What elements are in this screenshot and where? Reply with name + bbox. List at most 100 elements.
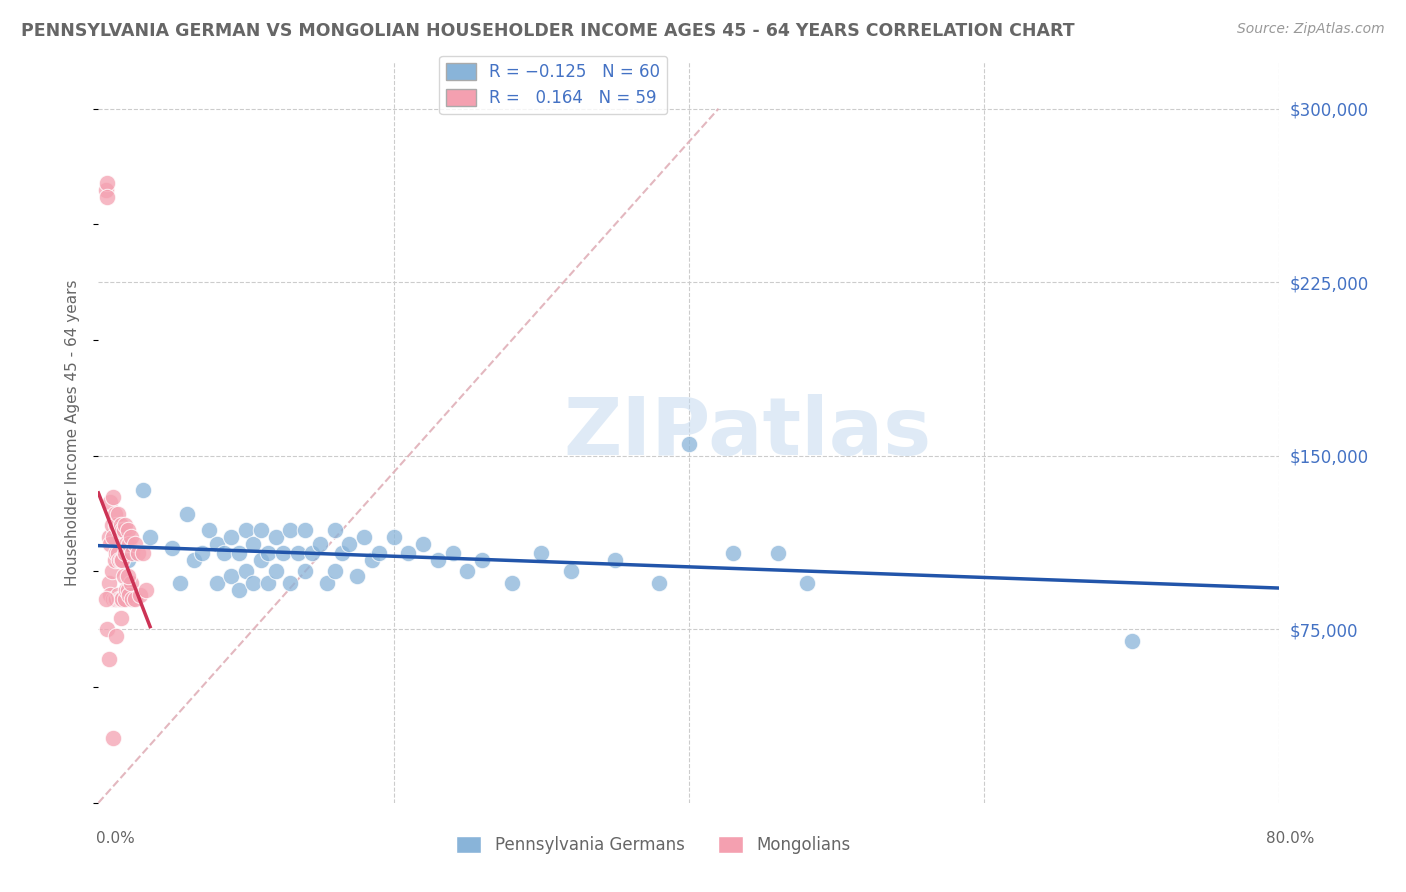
Point: [294, 565, 316, 579]
Point: [103, 530, 125, 544]
Point: [162, 541, 183, 556]
Point: [104, 553, 127, 567]
Point: [280, 523, 302, 537]
Point: [110, 592, 132, 607]
Point: [205, 576, 228, 591]
Text: 80.0%: 80.0%: [1267, 831, 1315, 846]
Point: [191, 546, 214, 560]
Point: [120, 576, 142, 591]
Point: [250, 523, 273, 537]
Point: [118, 536, 141, 550]
Point: [98, 536, 121, 550]
Point: [723, 546, 745, 560]
Point: [107, 507, 129, 521]
Point: [198, 523, 221, 537]
Point: [105, 546, 128, 560]
Point: [115, 536, 138, 550]
Point: [228, 546, 250, 560]
Point: [100, 518, 122, 533]
Point: [117, 523, 139, 537]
Point: [132, 546, 155, 560]
Point: [108, 523, 131, 537]
Point: [105, 518, 128, 533]
Point: [316, 576, 339, 591]
Point: [264, 530, 287, 544]
Point: [117, 582, 139, 597]
Point: [796, 576, 818, 591]
Point: [323, 523, 346, 537]
Point: [257, 546, 280, 560]
Point: [242, 576, 264, 591]
Text: 0.0%: 0.0%: [96, 831, 135, 846]
Point: [360, 553, 382, 567]
Point: [139, 530, 162, 544]
Point: [235, 523, 257, 537]
Point: [115, 582, 138, 597]
Point: [114, 546, 136, 560]
Point: [205, 536, 228, 550]
Text: Source: ZipAtlas.com: Source: ZipAtlas.com: [1237, 22, 1385, 37]
Point: [323, 565, 346, 579]
Point: [176, 507, 198, 521]
Text: ZIPatlas: ZIPatlas: [564, 393, 932, 472]
Point: [221, 569, 243, 583]
Point: [108, 592, 131, 607]
Point: [121, 592, 143, 607]
Point: [110, 553, 132, 567]
Point: [114, 518, 136, 533]
Point: [104, 592, 127, 607]
Point: [121, 546, 143, 560]
Point: [111, 553, 134, 567]
Point: [412, 536, 434, 550]
Point: [97, 652, 120, 666]
Point: [309, 536, 332, 550]
Point: [471, 553, 494, 567]
Point: [114, 592, 136, 607]
Point: [605, 553, 627, 567]
Point: [398, 546, 420, 560]
Point: [94, 183, 117, 197]
Point: [124, 536, 146, 550]
Point: [97, 530, 120, 544]
Point: [301, 546, 323, 560]
Point: [103, 731, 125, 745]
Point: [457, 565, 479, 579]
Point: [97, 576, 120, 591]
Point: [353, 530, 375, 544]
Point: [105, 629, 128, 643]
Point: [98, 588, 121, 602]
Point: [560, 565, 582, 579]
Point: [280, 576, 302, 591]
Point: [110, 610, 132, 624]
Point: [294, 523, 316, 537]
Point: [118, 588, 141, 602]
Point: [127, 546, 149, 560]
Text: PENNSYLVANIA GERMAN VS MONGOLIAN HOUSEHOLDER INCOME AGES 45 - 64 YEARS CORRELATI: PENNSYLVANIA GERMAN VS MONGOLIAN HOUSEHO…: [21, 22, 1074, 40]
Point: [257, 576, 280, 591]
Point: [648, 576, 671, 591]
Point: [441, 546, 464, 560]
Point: [169, 576, 191, 591]
Point: [427, 553, 450, 567]
Point: [120, 530, 142, 544]
Point: [530, 546, 553, 560]
Point: [128, 588, 150, 602]
Point: [112, 523, 135, 537]
Point: [96, 189, 118, 203]
Legend: Pennsylvania Germans, Mongolians: Pennsylvania Germans, Mongolians: [450, 830, 858, 861]
Point: [104, 507, 127, 521]
Point: [212, 546, 235, 560]
Point: [112, 569, 135, 583]
Point: [98, 495, 121, 509]
Point: [103, 592, 125, 607]
Point: [135, 582, 157, 597]
Point: [235, 565, 257, 579]
Point: [111, 592, 134, 607]
Point: [271, 546, 294, 560]
Point: [108, 553, 131, 567]
Point: [339, 536, 361, 550]
Point: [124, 592, 146, 607]
Point: [250, 553, 273, 567]
Point: [330, 546, 353, 560]
Point: [103, 491, 125, 505]
